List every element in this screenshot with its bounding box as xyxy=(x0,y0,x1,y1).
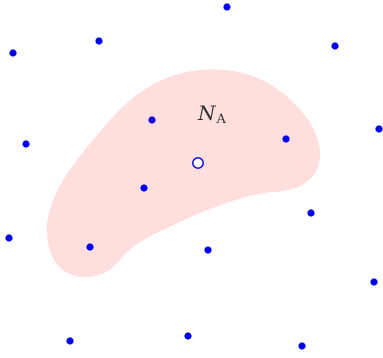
point xyxy=(298,342,306,350)
region-label: NA xyxy=(197,101,227,127)
point xyxy=(9,49,17,57)
points-group xyxy=(5,3,383,350)
region-label-subscript: A xyxy=(216,112,227,127)
center-point xyxy=(192,157,204,169)
point xyxy=(375,125,383,133)
point xyxy=(22,140,30,148)
point xyxy=(5,234,13,242)
point xyxy=(66,337,74,345)
point xyxy=(204,246,212,254)
point xyxy=(282,135,290,143)
point xyxy=(86,243,94,251)
region-label-main: N xyxy=(197,101,217,125)
point xyxy=(148,116,156,124)
point xyxy=(331,42,339,50)
point xyxy=(223,3,231,11)
point xyxy=(307,209,315,217)
point xyxy=(140,184,148,192)
neighborhood-region xyxy=(46,69,321,278)
point xyxy=(184,332,192,340)
point xyxy=(95,37,103,45)
point xyxy=(370,278,378,286)
